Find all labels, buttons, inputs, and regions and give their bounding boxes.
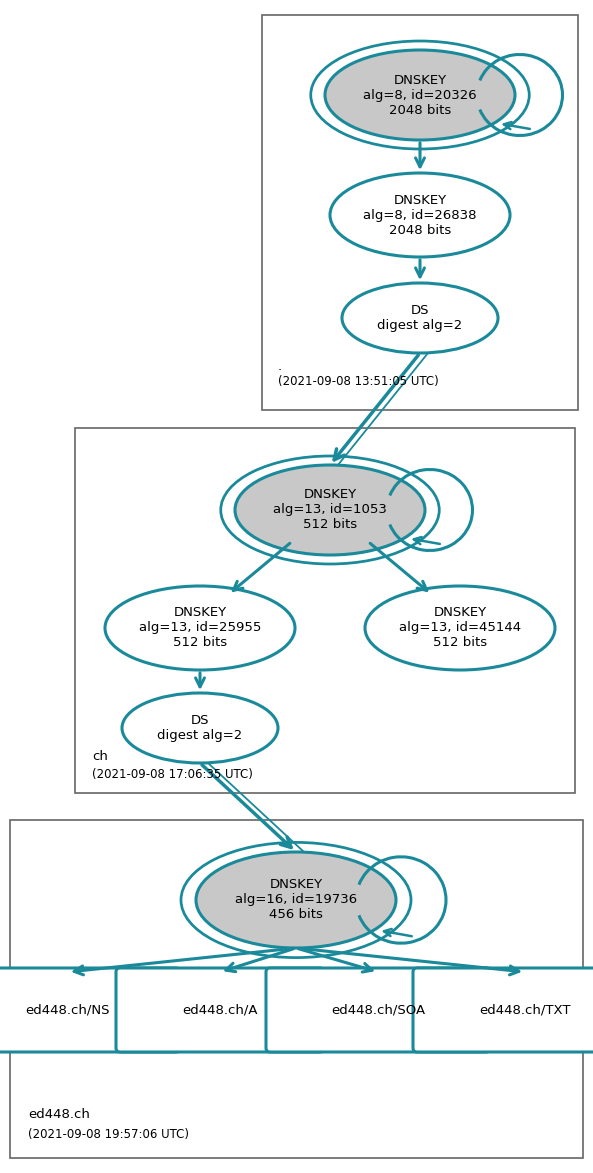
Text: (2021-09-08 17:06:35 UTC): (2021-09-08 17:06:35 UTC) [92, 768, 253, 781]
Ellipse shape [365, 586, 555, 670]
Text: DNSKEY
alg=13, id=1053
512 bits: DNSKEY alg=13, id=1053 512 bits [273, 488, 387, 531]
Text: DS
digest alg=2: DS digest alg=2 [157, 714, 243, 743]
Text: ed448.ch/SOA: ed448.ch/SOA [331, 1003, 425, 1017]
Text: DS
digest alg=2: DS digest alg=2 [377, 304, 463, 332]
Text: (2021-09-08 19:57:06 UTC): (2021-09-08 19:57:06 UTC) [28, 1128, 189, 1141]
Text: DNSKEY
alg=13, id=25955
512 bits: DNSKEY alg=13, id=25955 512 bits [139, 606, 261, 650]
Bar [75, 428, 575, 793]
Ellipse shape [330, 172, 510, 257]
Ellipse shape [196, 852, 396, 948]
Ellipse shape [325, 50, 515, 140]
Bar [10, 820, 583, 1158]
Text: DNSKEY
alg=8, id=26838
2048 bits: DNSKEY alg=8, id=26838 2048 bits [364, 194, 477, 237]
Ellipse shape [235, 465, 425, 555]
Ellipse shape [342, 283, 498, 353]
Text: DNSKEY
alg=13, id=45144
512 bits: DNSKEY alg=13, id=45144 512 bits [399, 606, 521, 650]
Ellipse shape [122, 693, 278, 762]
Text: ed448.ch/A: ed448.ch/A [182, 1003, 258, 1017]
Text: DNSKEY
alg=16, id=19736
456 bits: DNSKEY alg=16, id=19736 456 bits [235, 879, 357, 922]
Text: DNSKEY
alg=8, id=20326
2048 bits: DNSKEY alg=8, id=20326 2048 bits [363, 74, 477, 116]
FancyBboxPatch shape [116, 968, 324, 1052]
Ellipse shape [105, 586, 295, 670]
Text: (2021-09-08 13:51:05 UTC): (2021-09-08 13:51:05 UTC) [278, 375, 439, 388]
Text: ed448.ch/NS: ed448.ch/NS [25, 1003, 110, 1017]
Bar [262, 15, 578, 411]
Text: .: . [278, 360, 282, 373]
FancyBboxPatch shape [0, 968, 180, 1052]
Text: ch: ch [92, 750, 108, 762]
Text: ed448.ch/TXT: ed448.ch/TXT [479, 1003, 570, 1017]
Text: ed448.ch: ed448.ch [28, 1108, 90, 1121]
FancyBboxPatch shape [266, 968, 490, 1052]
FancyBboxPatch shape [413, 968, 593, 1052]
